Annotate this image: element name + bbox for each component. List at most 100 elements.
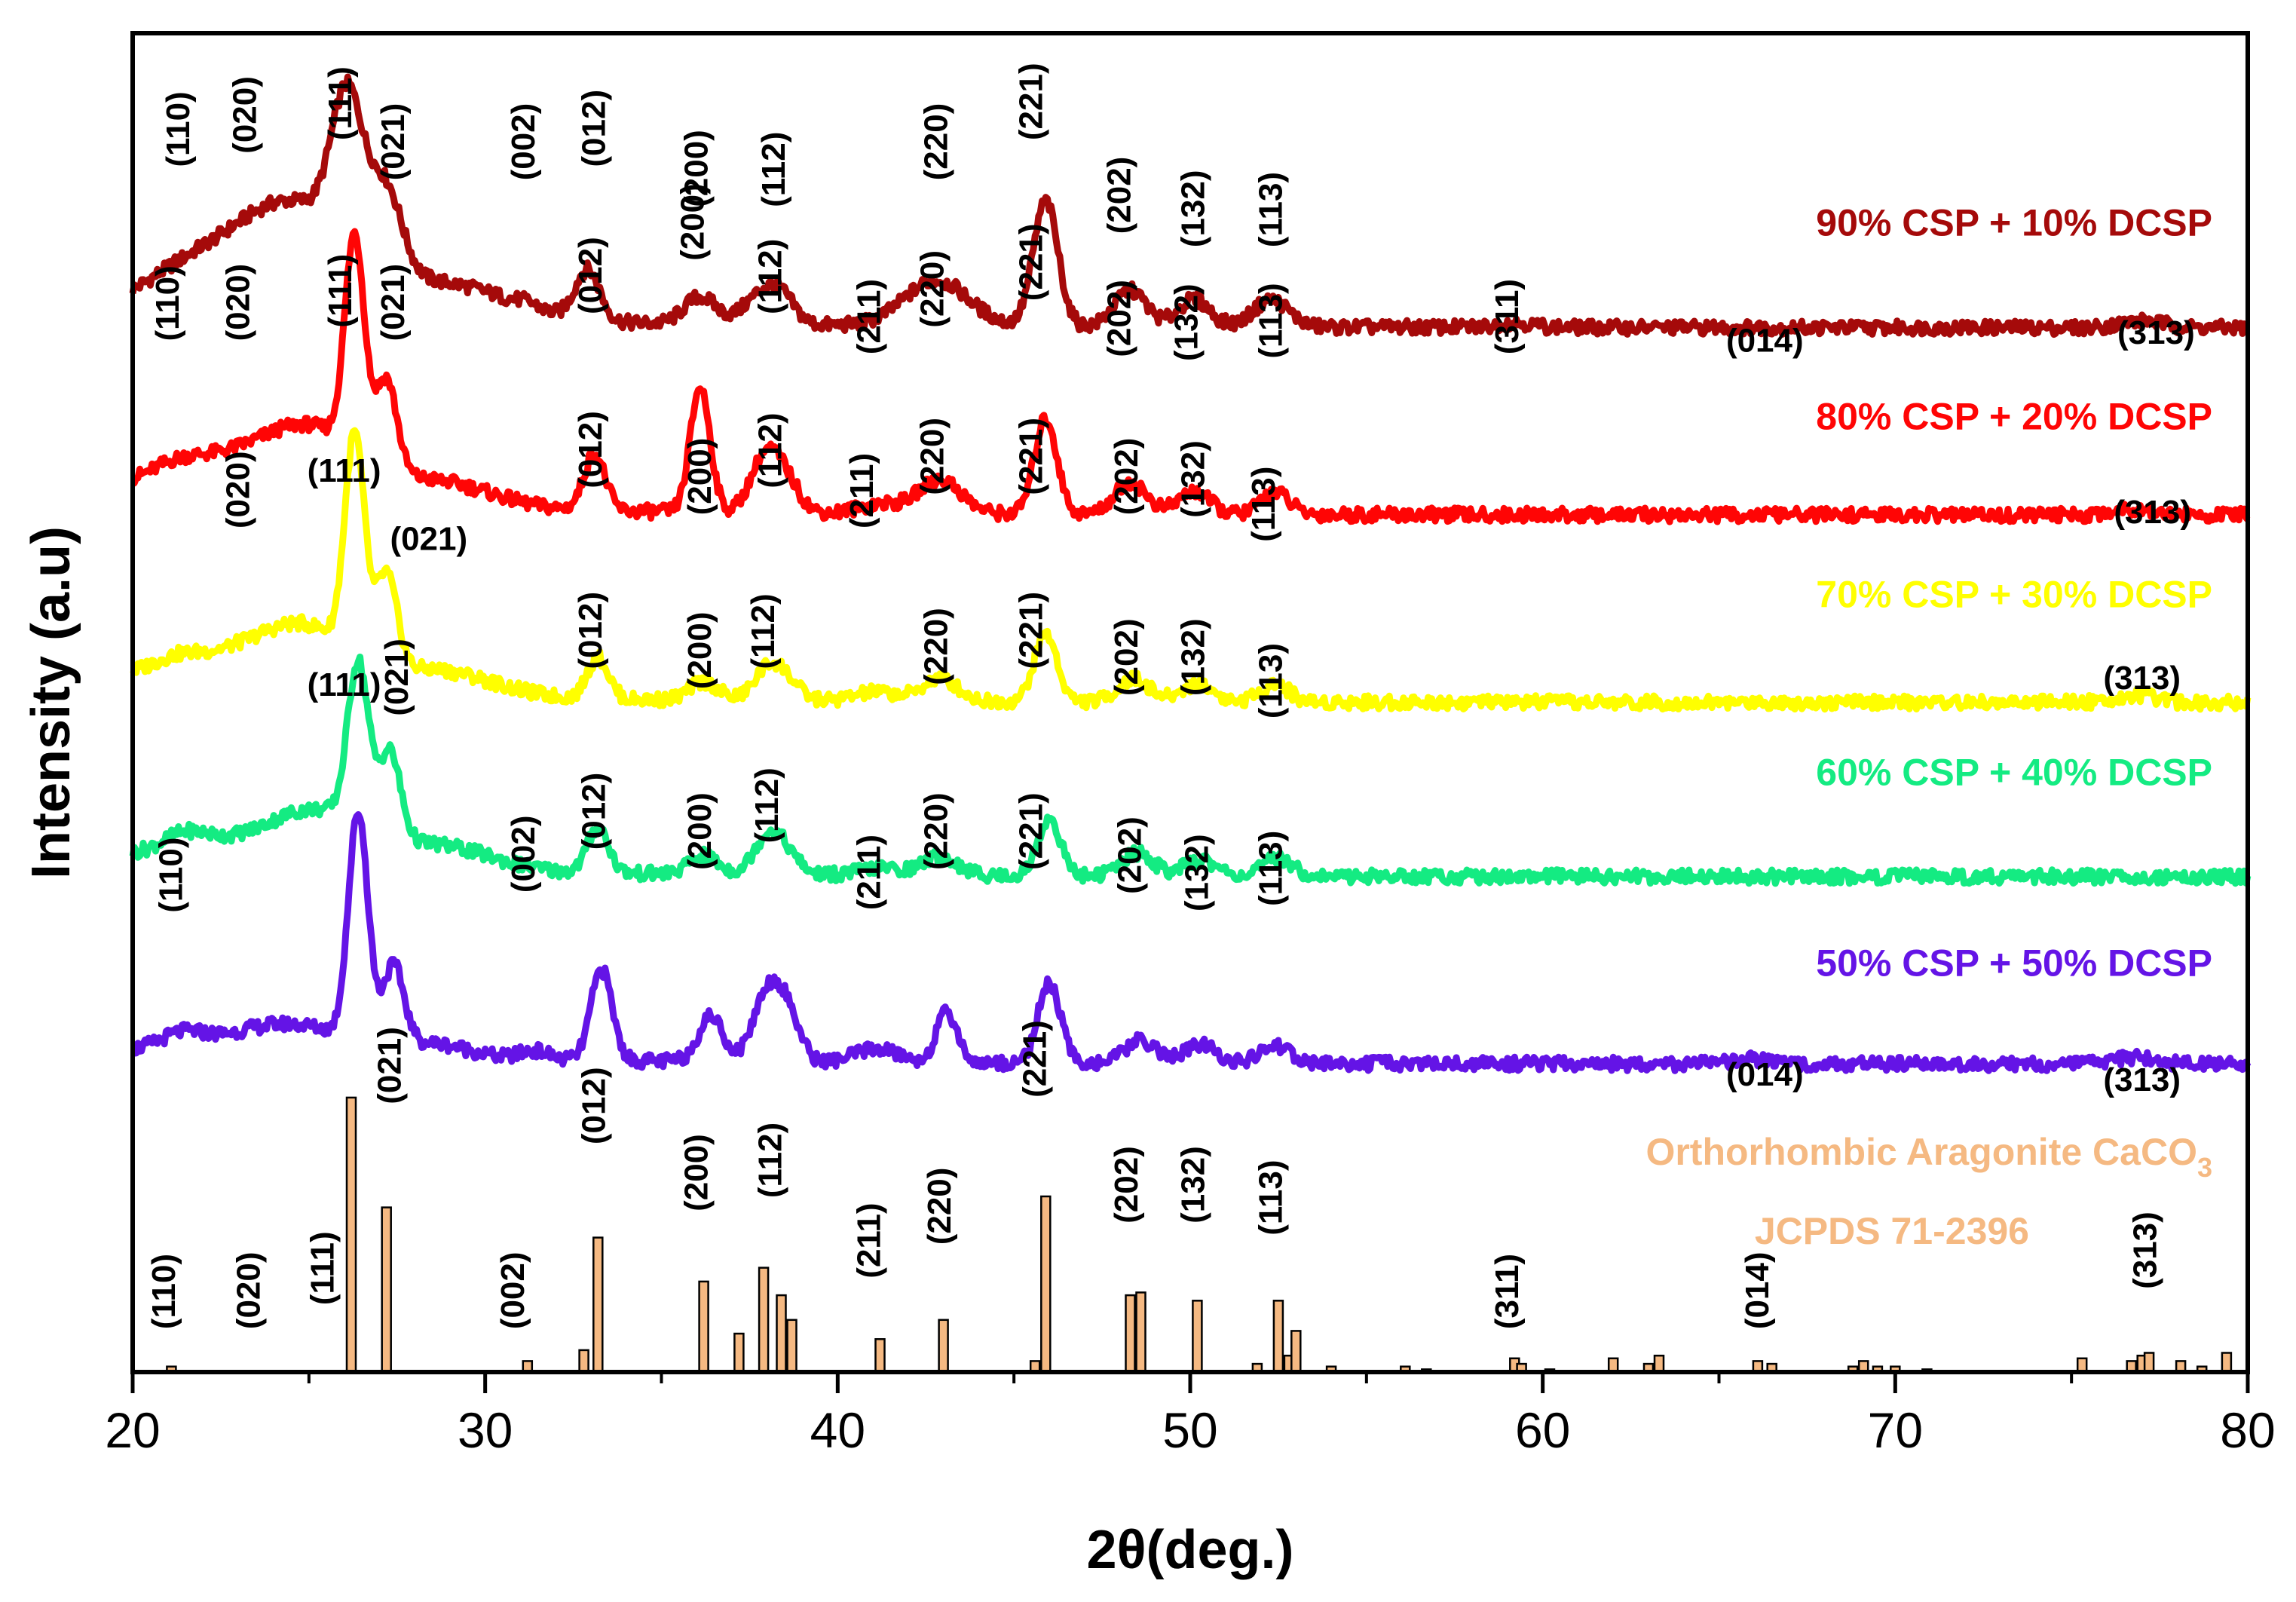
reference-name: Orthorhombic Aragonite CaCO3 [1645,1131,2212,1183]
peak-label: (200) [678,130,715,207]
peak-label: (002) [505,103,542,181]
x-axis-ticks: 20 30 40 50 60 70 80 [105,1372,2276,1458]
peak-label: (110) [153,838,190,913]
peak-label: (113) [1253,643,1290,718]
peak-label: (132) [1168,283,1205,361]
peak-label: (014) [1726,1056,1804,1093]
peak-label: (132) [1175,440,1212,518]
reference-stick [776,1294,787,1374]
peak-label: (112) [745,593,782,669]
reference-peak-label: (110) [145,1254,182,1329]
reference-peak-label: (220) [921,1168,958,1245]
reference-text: Orthorhombic Aragonite CaCO3 JCPDS 71-23… [1645,1131,2212,1252]
peak-label: (132) [1175,170,1212,247]
reference-peak-label: (132) [1175,1146,1212,1224]
reference-peak-label: (202) [1108,1146,1145,1224]
peak-label: (202) [1108,618,1145,696]
peak-label: (113) [1253,283,1290,358]
peak-label: (211) [843,453,880,528]
x-tick-label: 50 [1162,1402,1217,1458]
peak-label: (202) [1108,438,1145,516]
peak-label: (220) [914,418,951,495]
peak-label: (202) [1101,280,1138,357]
reference-stick [2143,1352,2155,1374]
peak-label: (111) [308,666,381,703]
series-line [130,228,2251,525]
peak-label: (020) [219,451,256,528]
series-label: 50% CSP + 50% DCSP [1816,942,2212,985]
peak-label: (021) [390,521,467,558]
peak-label: (221) [1013,223,1050,301]
peak-label: (132) [1178,834,1215,911]
reference-peak-label: (020) [230,1251,267,1329]
peak-label: (020) [227,76,264,154]
peak-label: (200) [675,183,712,261]
x-axis-title: 2θ(deg.) [1087,1520,1294,1580]
peak-label: (110) [149,265,186,341]
peak-label: (313) [2114,494,2191,531]
reference-peak-label: (014) [1739,1251,1776,1329]
reference-stick [1653,1354,1665,1374]
reference-peak-label: (211) [851,1202,888,1278]
reference-stick [733,1332,745,1374]
peak-label: (113) [1253,831,1290,906]
peak-label: (112) [755,132,792,207]
reference-peak-label: (113) [1253,1160,1290,1236]
peak-label: (221) [1013,792,1050,870]
peak-label: (012) [572,237,609,314]
peak-label: (021) [375,264,412,342]
reference-stick [874,1338,886,1374]
x-tick-label: 80 [2220,1402,2275,1458]
x-tick-label: 30 [458,1402,513,1458]
reference-stick [698,1280,709,1374]
peak-label: (112) [748,767,785,843]
peak-label: (220) [917,792,954,870]
x-tick-label: 20 [105,1402,160,1458]
reference-peak-label: (002) [494,1251,531,1329]
peak-label: (200) [681,792,718,870]
reference-stick [938,1319,949,1374]
reference-stick [1272,1300,1284,1374]
reference-stick [1040,1195,1052,1374]
peak-label: (012) [572,592,609,669]
peak-label: (112) [752,239,789,314]
peak-label: (110) [160,91,197,167]
peak-label: (220) [914,250,951,328]
peak-label: (012) [572,411,609,489]
peak-label: (012) [576,773,613,850]
series-lines [129,73,2252,1074]
x-tick-label: 60 [1515,1402,1570,1458]
reference-peak-label: (021) [371,1027,408,1104]
reference-stick [2221,1352,2233,1374]
reference-peak-label: (012) [576,1067,613,1144]
reference-peak-label: (311) [1489,1254,1526,1329]
reference-stick [1192,1300,1203,1374]
peak-label: (313) [2103,1061,2181,1098]
peak-label: (020) [219,264,256,342]
peak-label: (313) [2103,660,2181,697]
x-tick-label: 70 [1868,1402,1923,1458]
peak-label: (012) [576,90,613,167]
reference-stick [578,1349,589,1374]
peak-label: (200) [681,611,718,689]
peak-label: (014) [1726,323,1804,360]
peak-label: (221) [1013,418,1050,495]
peak-label: (202) [1101,157,1138,234]
peak-label: (113) [1245,467,1282,542]
reference-stick [381,1206,392,1374]
reference-stick [786,1319,797,1374]
peak-label: (202) [1112,816,1149,894]
x-tick-label: 40 [810,1402,865,1458]
reference-stick [1290,1330,1302,1374]
peak-label: (021) [378,639,415,716]
reference-peak-label: (111) [305,1231,341,1305]
reference-stick [592,1236,604,1374]
peak-label: (220) [917,103,954,181]
peak-label: (311) [1489,279,1526,354]
reference-stick [345,1096,357,1374]
peak-label: (112) [752,413,789,489]
series-line [130,811,2252,1074]
peak-label: (111) [322,254,359,328]
series-line [129,654,2252,887]
series-line [130,427,2252,713]
